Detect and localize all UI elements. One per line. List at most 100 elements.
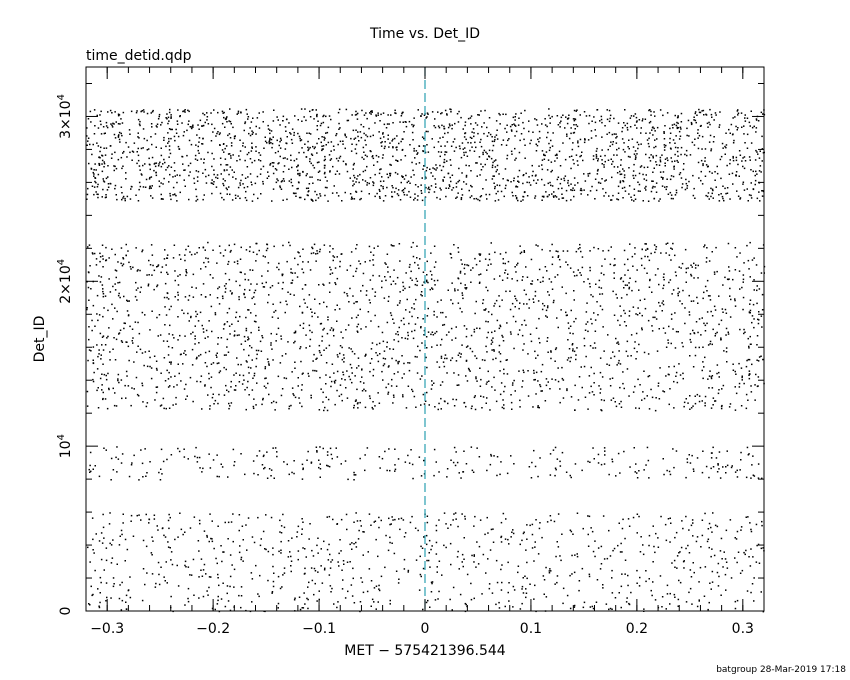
- scatter-point: [688, 552, 691, 554]
- scatter-point: [641, 264, 643, 267]
- scatter-point: [564, 127, 566, 129]
- scatter-point: [692, 468, 695, 470]
- scatter-point: [369, 150, 371, 152]
- scatter-point: [202, 283, 205, 285]
- scatter-point: [603, 447, 606, 449]
- scatter-point: [623, 287, 625, 289]
- scatter-point: [104, 196, 107, 199]
- scatter-point: [579, 243, 581, 246]
- scatter-point: [544, 124, 547, 126]
- scatter-point: [162, 340, 165, 342]
- scatter-point: [710, 113, 713, 116]
- scatter-point: [538, 268, 541, 271]
- scatter-point: [436, 279, 439, 282]
- scatter-point: [420, 293, 422, 296]
- scatter-point: [122, 522, 124, 524]
- scatter-point: [594, 330, 597, 332]
- scatter-point: [591, 185, 593, 188]
- scatter-point: [751, 363, 753, 366]
- scatter-point: [529, 583, 531, 585]
- scatter-point: [559, 165, 562, 167]
- scatter-point: [225, 145, 228, 147]
- scatter-point: [411, 161, 413, 164]
- scatter-point: [252, 407, 255, 410]
- scatter-point: [473, 396, 476, 399]
- scatter-point: [379, 120, 381, 122]
- scatter-point: [479, 367, 481, 369]
- scatter-point: [737, 195, 740, 197]
- scatter-point: [299, 255, 301, 258]
- scatter-point: [92, 359, 94, 361]
- scatter-point: [700, 334, 702, 336]
- scatter-point: [674, 596, 676, 598]
- scatter-point: [258, 450, 261, 452]
- scatter-point: [654, 139, 656, 141]
- scatter-point: [724, 145, 726, 148]
- scatter-point: [102, 526, 105, 529]
- scatter-point: [413, 174, 415, 176]
- scatter-point: [588, 515, 591, 518]
- scatter-point: [271, 591, 274, 593]
- scatter-point: [749, 335, 751, 338]
- scatter-point: [670, 522, 672, 524]
- scatter-point: [229, 108, 231, 110]
- scatter-point: [741, 286, 743, 289]
- scatter-point: [346, 269, 348, 271]
- scatter-point: [99, 377, 102, 380]
- scatter-point: [233, 464, 235, 467]
- scatter-point: [450, 563, 452, 566]
- scatter-point: [145, 178, 148, 181]
- scatter-point: [431, 582, 433, 585]
- scatter-point: [442, 180, 444, 182]
- scatter-point: [414, 323, 417, 325]
- scatter-point: [596, 109, 599, 111]
- scatter-point: [636, 477, 639, 479]
- scatter-point: [431, 287, 433, 289]
- scatter-point: [233, 374, 235, 376]
- scatter-point: [509, 125, 512, 128]
- scatter-point: [351, 381, 353, 384]
- scatter-point: [104, 344, 107, 346]
- scatter-point: [402, 394, 404, 396]
- scatter-point: [304, 143, 306, 145]
- scatter-point: [440, 355, 443, 358]
- scatter-point: [426, 366, 428, 369]
- scatter-point: [702, 163, 704, 165]
- scatter-point: [471, 405, 473, 407]
- scatter-point: [90, 121, 92, 123]
- scatter-point: [122, 258, 125, 260]
- scatter-point: [184, 604, 186, 606]
- scatter-point: [513, 379, 515, 382]
- scatter-point: [350, 367, 353, 369]
- scatter-point: [629, 243, 631, 245]
- scatter-point: [302, 171, 304, 173]
- scatter-point: [181, 156, 184, 158]
- scatter-point: [108, 523, 111, 525]
- scatter-point: [251, 297, 253, 300]
- scatter-point: [713, 271, 716, 273]
- scatter-point: [187, 597, 189, 600]
- scatter-point: [409, 263, 411, 266]
- scatter-point: [183, 312, 185, 315]
- scatter-point: [390, 314, 393, 317]
- scatter-point: [203, 563, 206, 566]
- scatter-point: [304, 603, 306, 605]
- scatter-point: [662, 171, 665, 173]
- scatter-point: [99, 601, 101, 604]
- scatter-point: [244, 340, 247, 342]
- scatter-point: [494, 138, 496, 141]
- scatter-point: [128, 359, 130, 362]
- scatter-point: [198, 550, 200, 552]
- scatter-point: [129, 596, 132, 599]
- scatter-point: [495, 134, 498, 136]
- scatter-point: [557, 367, 559, 369]
- scatter-point: [745, 393, 748, 396]
- scatter-point: [332, 255, 334, 257]
- scatter-point: [307, 146, 309, 149]
- scatter-point: [726, 450, 728, 452]
- scatter-point: [323, 327, 325, 330]
- scatter-point: [618, 592, 620, 594]
- scatter-point: [158, 314, 161, 316]
- scatter-point: [479, 174, 481, 176]
